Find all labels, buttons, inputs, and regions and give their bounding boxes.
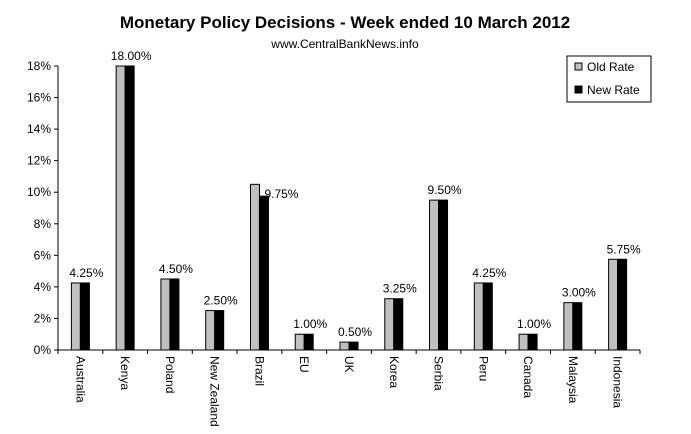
data-label: 3.00%	[562, 286, 596, 300]
y-tick-label: 18%	[27, 59, 51, 73]
bar-old-rate	[294, 333, 305, 351]
y-tick-label: 2%	[34, 311, 52, 325]
data-label: 9.50%	[428, 183, 462, 197]
y-tick-label: 6%	[34, 248, 52, 262]
data-label: 1.00%	[517, 317, 551, 331]
y-tick-label: 0%	[34, 343, 52, 357]
bar-new-rate	[214, 310, 225, 351]
bar-old-rate	[115, 65, 126, 351]
y-tick-label: 4%	[34, 280, 52, 294]
x-tick-label: Poland	[163, 356, 177, 393]
legend-label-old-rate: Old Rate	[587, 60, 635, 74]
data-label: 0.50%	[338, 325, 372, 339]
bar-new-rate	[169, 278, 180, 351]
x-tick-label: Peru	[476, 356, 490, 381]
bar-old-rate	[384, 298, 395, 351]
bar-old-rate	[608, 258, 619, 351]
bar-new-rate	[617, 258, 628, 351]
legend-swatch-old-rate	[574, 62, 583, 71]
y-ticks: 0% 2% 4% 6% 8% 10% 12% 14% 16% 18%	[27, 59, 58, 357]
bar-new-rate	[258, 195, 269, 351]
y-tick-label: 10%	[27, 185, 51, 199]
y-tick-label: 14%	[27, 122, 51, 136]
bar-old-rate	[205, 310, 216, 351]
bar-new-rate	[482, 282, 493, 351]
y-tick-label: 8%	[34, 217, 52, 231]
legend-label-new-rate: New Rate	[587, 83, 640, 97]
chart-subtitle: www.CentralBankNews.info	[270, 37, 419, 51]
bar-old-rate	[429, 199, 440, 351]
data-label: 4.25%	[69, 266, 103, 280]
y-tick-label: 16%	[27, 91, 51, 105]
data-label: 2.50%	[204, 294, 238, 308]
x-tick-label: Korea	[387, 356, 401, 388]
bar-new-rate	[572, 302, 583, 351]
data-label: 4.50%	[159, 262, 193, 276]
x-tick-label: Australia	[73, 356, 87, 403]
bar-old-rate	[160, 278, 171, 351]
data-labels: 4.25% 18.00% 4.50% 2.50% 9.75% 1.00% 0.50% 3.25…	[69, 49, 641, 339]
bars	[70, 65, 628, 351]
bar-old-rate	[563, 302, 574, 351]
x-tick-label: Serbia	[432, 356, 446, 391]
bar-old-rate	[339, 341, 350, 351]
data-label: 1.00%	[293, 317, 327, 331]
bar-new-rate	[303, 333, 314, 351]
bar-old-rate	[473, 282, 484, 351]
y-tick-label: 12%	[27, 154, 51, 168]
x-tick-label: Indonesia	[611, 356, 625, 408]
x-ticks: Australia Kenya Poland New Zealand Brazil EU U…	[57, 350, 641, 427]
bar-new-rate	[124, 65, 135, 351]
bar-old-rate	[249, 183, 260, 351]
x-tick-label: EU	[297, 356, 311, 373]
bar-new-rate	[438, 199, 449, 351]
data-label: 5.75%	[607, 242, 641, 256]
chart-title: Monetary Policy Decisions - Week ended 1…	[120, 13, 570, 32]
data-label: 18.00%	[111, 49, 152, 63]
x-tick-label: UK	[342, 356, 356, 373]
data-label: 4.25%	[472, 266, 506, 280]
x-tick-label: Malaysia	[566, 356, 580, 404]
x-tick-label: Brazil	[252, 356, 266, 386]
bar-new-rate	[527, 333, 538, 351]
bar-new-rate	[393, 298, 404, 351]
data-label: 3.25%	[383, 282, 417, 296]
x-tick-label: Kenya	[118, 356, 132, 390]
data-label: 9.75%	[264, 187, 298, 201]
x-tick-label: New Zealand	[208, 356, 222, 427]
bar-old-rate	[70, 282, 81, 351]
legend-swatch-new-rate	[574, 85, 583, 94]
legend: Old Rate New Rate	[566, 55, 652, 103]
x-tick-label: Canada	[521, 356, 535, 398]
bar-new-rate	[348, 341, 359, 351]
bar-old-rate	[518, 333, 529, 351]
bar-new-rate	[79, 282, 90, 351]
